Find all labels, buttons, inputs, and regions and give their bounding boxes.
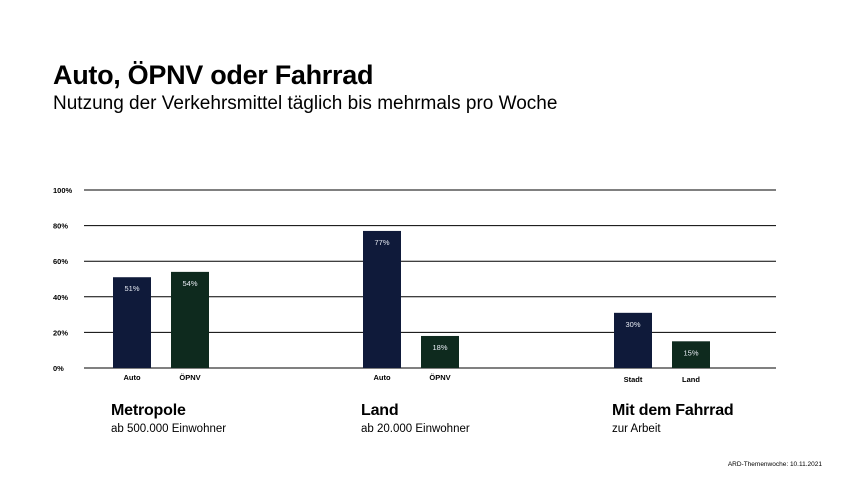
bar-value-label: 15%: [683, 348, 698, 357]
bar: [614, 312, 652, 368]
bar: [363, 230, 401, 368]
y-tick-label: 80%: [53, 222, 68, 231]
group-subtitle: zur Arbeit: [612, 423, 661, 435]
x-category-label: Land: [682, 375, 700, 384]
x-category-label: ÖPNV: [179, 373, 200, 382]
group-label: Mit dem Fahrrad zur Arbeit: [612, 402, 734, 435]
group-label: Land ab 20.000 Einwohner: [361, 402, 470, 435]
x-category-label: Auto: [373, 373, 390, 382]
bar: [113, 277, 151, 368]
bar: [171, 271, 209, 368]
bar-value-label: 51%: [124, 284, 139, 293]
x-category-label: Stadt: [624, 375, 643, 384]
bar-value-label: 30%: [625, 320, 640, 329]
bar: [421, 335, 459, 368]
group-title: Land: [361, 402, 399, 419]
x-category-label: ÖPNV: [429, 373, 450, 382]
group-label: Metropole ab 500.000 Einwohner: [111, 402, 226, 435]
bar-value-label: 77%: [374, 238, 389, 247]
source-note: ARD-Themenwoche: 10.11.2021: [727, 461, 822, 468]
group-title: Metropole: [111, 402, 186, 419]
group-subtitle: ab 500.000 Einwohner: [111, 423, 227, 435]
bar: [672, 341, 710, 368]
y-tick-label: 60%: [53, 257, 68, 266]
y-tick-label: 0%: [53, 364, 64, 373]
chart-subtitle: Nutzung der Verkehrsmittel täglich bis m…: [53, 93, 558, 114]
group-title: Mit dem Fahrrad: [612, 402, 734, 419]
bar-value-label: 18%: [432, 343, 447, 352]
chart-title: Auto, ÖPNV oder Fahrrad: [53, 60, 374, 90]
y-tick-label: 20%: [53, 328, 68, 337]
y-tick-label: 40%: [53, 293, 68, 302]
y-tick-label: 100%: [53, 186, 73, 195]
group-subtitle: ab 20.000 Einwohner: [361, 423, 470, 435]
x-category-label: Auto: [123, 373, 140, 382]
bar-value-label: 54%: [182, 279, 197, 288]
